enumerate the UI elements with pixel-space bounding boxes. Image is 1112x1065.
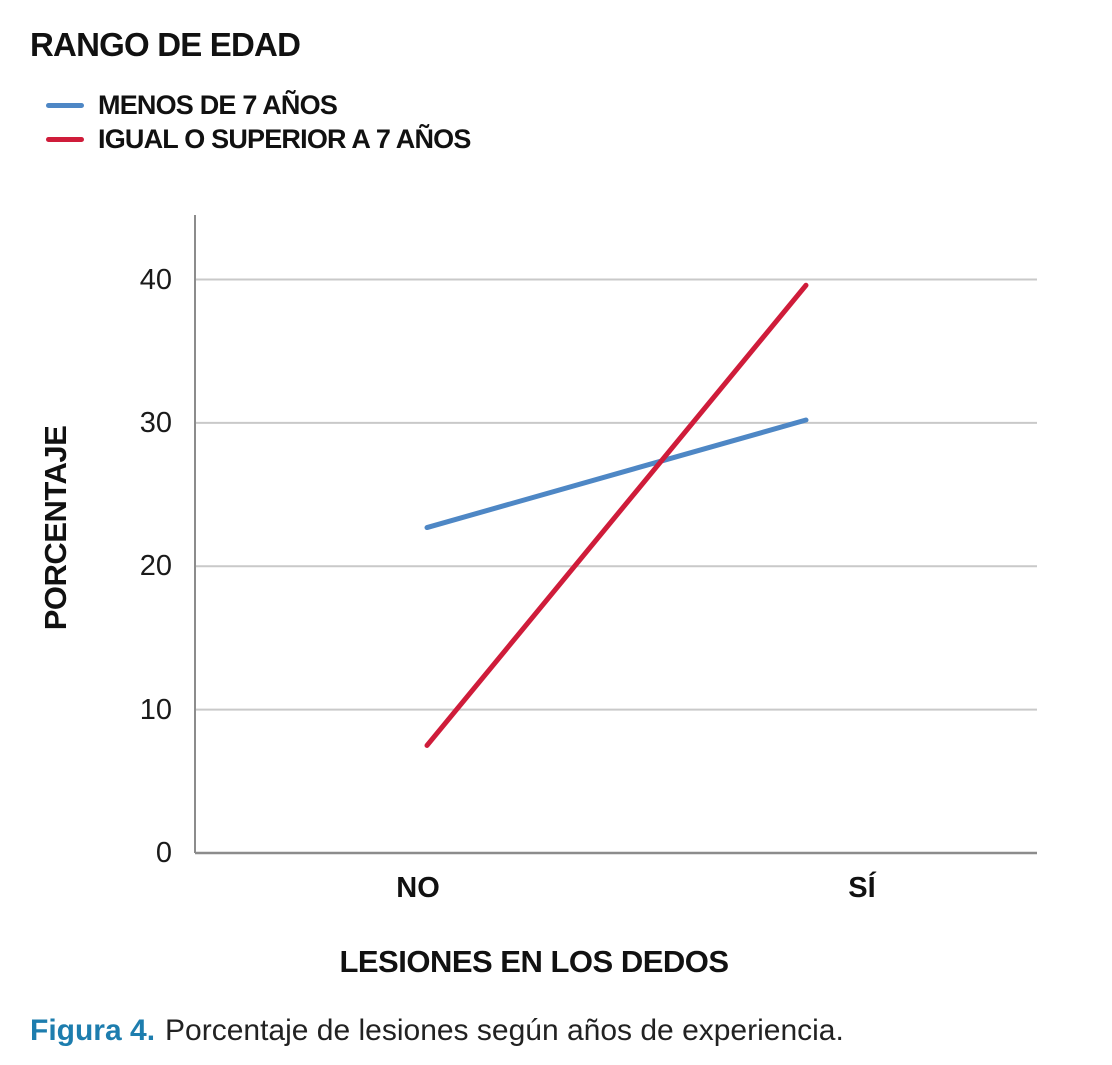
chart-legend: RANGO DE EDAD MENOS DE 7 AÑOS IGUAL O SU… [30,26,471,156]
legend-label: MENOS DE 7 AÑOS [98,89,338,120]
series-line-1 [424,282,809,748]
figure-caption-text: Porcentaje de lesiones según años de exp… [165,1014,844,1047]
x-category-label-no: NO [396,872,440,904]
x-axis-title: LESIONES EN LOS DEDOS [339,944,729,979]
legend-label: IGUAL O SUPERIOR A 7 AÑOS [98,123,471,154]
y-tick-label-10: 10 [139,693,172,726]
legend-title: RANGO DE EDAD [30,26,301,63]
y-tick-label-30: 30 [139,406,172,439]
legend-item-igual-o-superior-7-anos: IGUAL O SUPERIOR A 7 AÑOS [30,122,471,156]
legend-swatch-red-line [46,136,84,142]
x-category-label-si: SÍ [848,872,876,904]
figure-caption: Figura 4. Porcentaje de lesiones según añ… [30,1014,844,1048]
figure-caption-label: Figura 4. [30,1014,156,1047]
legend-item-menos-de-7-anos: MENOS DE 7 AÑOS [30,88,471,122]
y-tick-label-40: 40 [139,263,172,296]
legend-swatch-blue-line [46,102,84,108]
y-tick-label-0: 0 [155,837,172,869]
series-line-0 [424,417,809,531]
y-tick-label-20: 20 [139,550,172,583]
